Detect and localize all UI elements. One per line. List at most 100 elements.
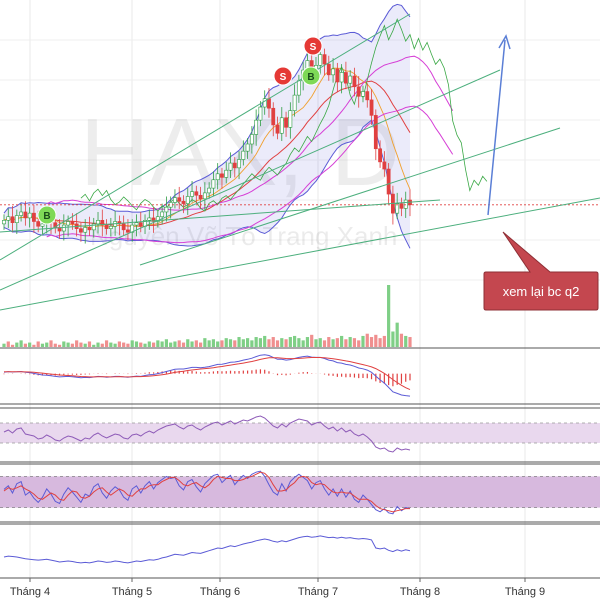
- volume-bar: [49, 340, 53, 347]
- volume-bar: [177, 340, 181, 347]
- volume-bar: [122, 342, 126, 347]
- volume-bar: [211, 339, 216, 347]
- volume-bar: [15, 342, 19, 347]
- volume-bar: [28, 342, 32, 347]
- volume-bar: [117, 341, 121, 347]
- candle-body: [14, 215, 19, 223]
- x-tick-label: Tháng 5: [112, 586, 152, 598]
- candle-body: [79, 228, 83, 233]
- volume-bar: [374, 334, 378, 347]
- volume-bar: [275, 340, 280, 347]
- candle-body: [245, 143, 250, 152]
- candle-body: [70, 221, 75, 225]
- candle-body: [322, 54, 327, 65]
- candle-body: [126, 229, 130, 233]
- volume-bar: [340, 335, 344, 347]
- candle-body: [296, 80, 301, 96]
- candle-body: [386, 168, 391, 195]
- lagging-line: [80, 18, 488, 212]
- volume-bar: [160, 341, 164, 347]
- volume-bar: [207, 340, 211, 347]
- volume-bar: [220, 340, 224, 347]
- candle-body: [262, 98, 267, 108]
- signal-circle: [273, 66, 293, 86]
- candle-body: [96, 220, 100, 225]
- macd-signal-line: [4, 357, 411, 391]
- candle-body: [241, 150, 246, 160]
- candle-body: [134, 222, 139, 226]
- candle-body: [66, 221, 71, 226]
- volume-bar: [293, 335, 297, 347]
- volume-bar: [62, 341, 66, 347]
- signal-circle: [303, 36, 323, 56]
- volume-bar: [378, 338, 382, 347]
- volume-bar: [331, 339, 335, 347]
- volume-bar: [357, 340, 361, 347]
- candle-body: [138, 222, 143, 227]
- volume-bar: [271, 337, 275, 347]
- volume-bar: [310, 334, 314, 347]
- osc1-band: [0, 423, 600, 443]
- volume-bar: [387, 285, 391, 347]
- signal-badge: S: [303, 36, 323, 56]
- volume-bar: [19, 340, 23, 347]
- volume-bar: [246, 338, 250, 347]
- volume-bar: [23, 343, 27, 347]
- candle-body: [215, 173, 220, 181]
- volume-bar: [194, 340, 198, 347]
- volume-bar: [126, 343, 130, 347]
- volume-bar: [10, 344, 15, 347]
- candle-body: [83, 227, 88, 233]
- candle-body: [40, 223, 45, 227]
- signal-label: B: [307, 72, 314, 83]
- volume-bar: [45, 342, 49, 347]
- volume-bar: [75, 340, 79, 347]
- volume-bar: [365, 333, 369, 347]
- candle-body: [177, 197, 182, 202]
- volume-bar: [318, 338, 322, 347]
- ma-line: [3, 80, 411, 227]
- candle-body: [356, 86, 361, 97]
- x-tick-label: Tháng 7: [298, 586, 338, 598]
- volume-bar: [53, 343, 57, 347]
- volume-bar: [369, 337, 374, 347]
- annotation-callout[interactable]: xem lại bc q2: [483, 231, 599, 311]
- candle-body: [228, 162, 233, 171]
- candle-body: [23, 211, 28, 219]
- candle-body: [352, 75, 357, 88]
- signal-circle: [301, 66, 321, 86]
- candle-body: [365, 91, 370, 101]
- candle-body: [399, 203, 404, 209]
- candle-body: [53, 222, 58, 228]
- trend-line: [0, 197, 600, 311]
- volume-bar: [263, 335, 267, 347]
- candle-body: [121, 223, 126, 231]
- volume-bar: [87, 341, 92, 347]
- volume-bar: [314, 339, 318, 347]
- candle-body: [91, 223, 96, 231]
- volume-bar: [151, 342, 156, 347]
- signal-label: S: [280, 72, 287, 83]
- candle-body: [382, 161, 387, 170]
- volume-bar: [79, 342, 83, 347]
- candle-body: [190, 191, 194, 197]
- volume-bar: [254, 337, 258, 347]
- volume-bar: [297, 338, 301, 347]
- candle-body: [224, 169, 229, 178]
- osc2-slow-line: [3, 471, 410, 513]
- x-tick-label: Tháng 9: [505, 586, 545, 598]
- candle-body: [147, 217, 152, 221]
- x-tick-label: Tháng 4: [10, 586, 50, 598]
- candle-body: [211, 179, 216, 189]
- volume-bar: [361, 335, 365, 347]
- drawing-overlay: B S S B: [0, 13, 600, 311]
- candle-body: [198, 194, 203, 200]
- candle-body: [326, 63, 331, 76]
- candle-body: [369, 99, 374, 116]
- osc2-band: [0, 476, 600, 508]
- volume-bar: [96, 342, 100, 347]
- forecast-arrow: [487, 39, 506, 216]
- macd-line: [3, 354, 411, 397]
- candle-body: [19, 211, 23, 216]
- volume-bar: [237, 337, 241, 347]
